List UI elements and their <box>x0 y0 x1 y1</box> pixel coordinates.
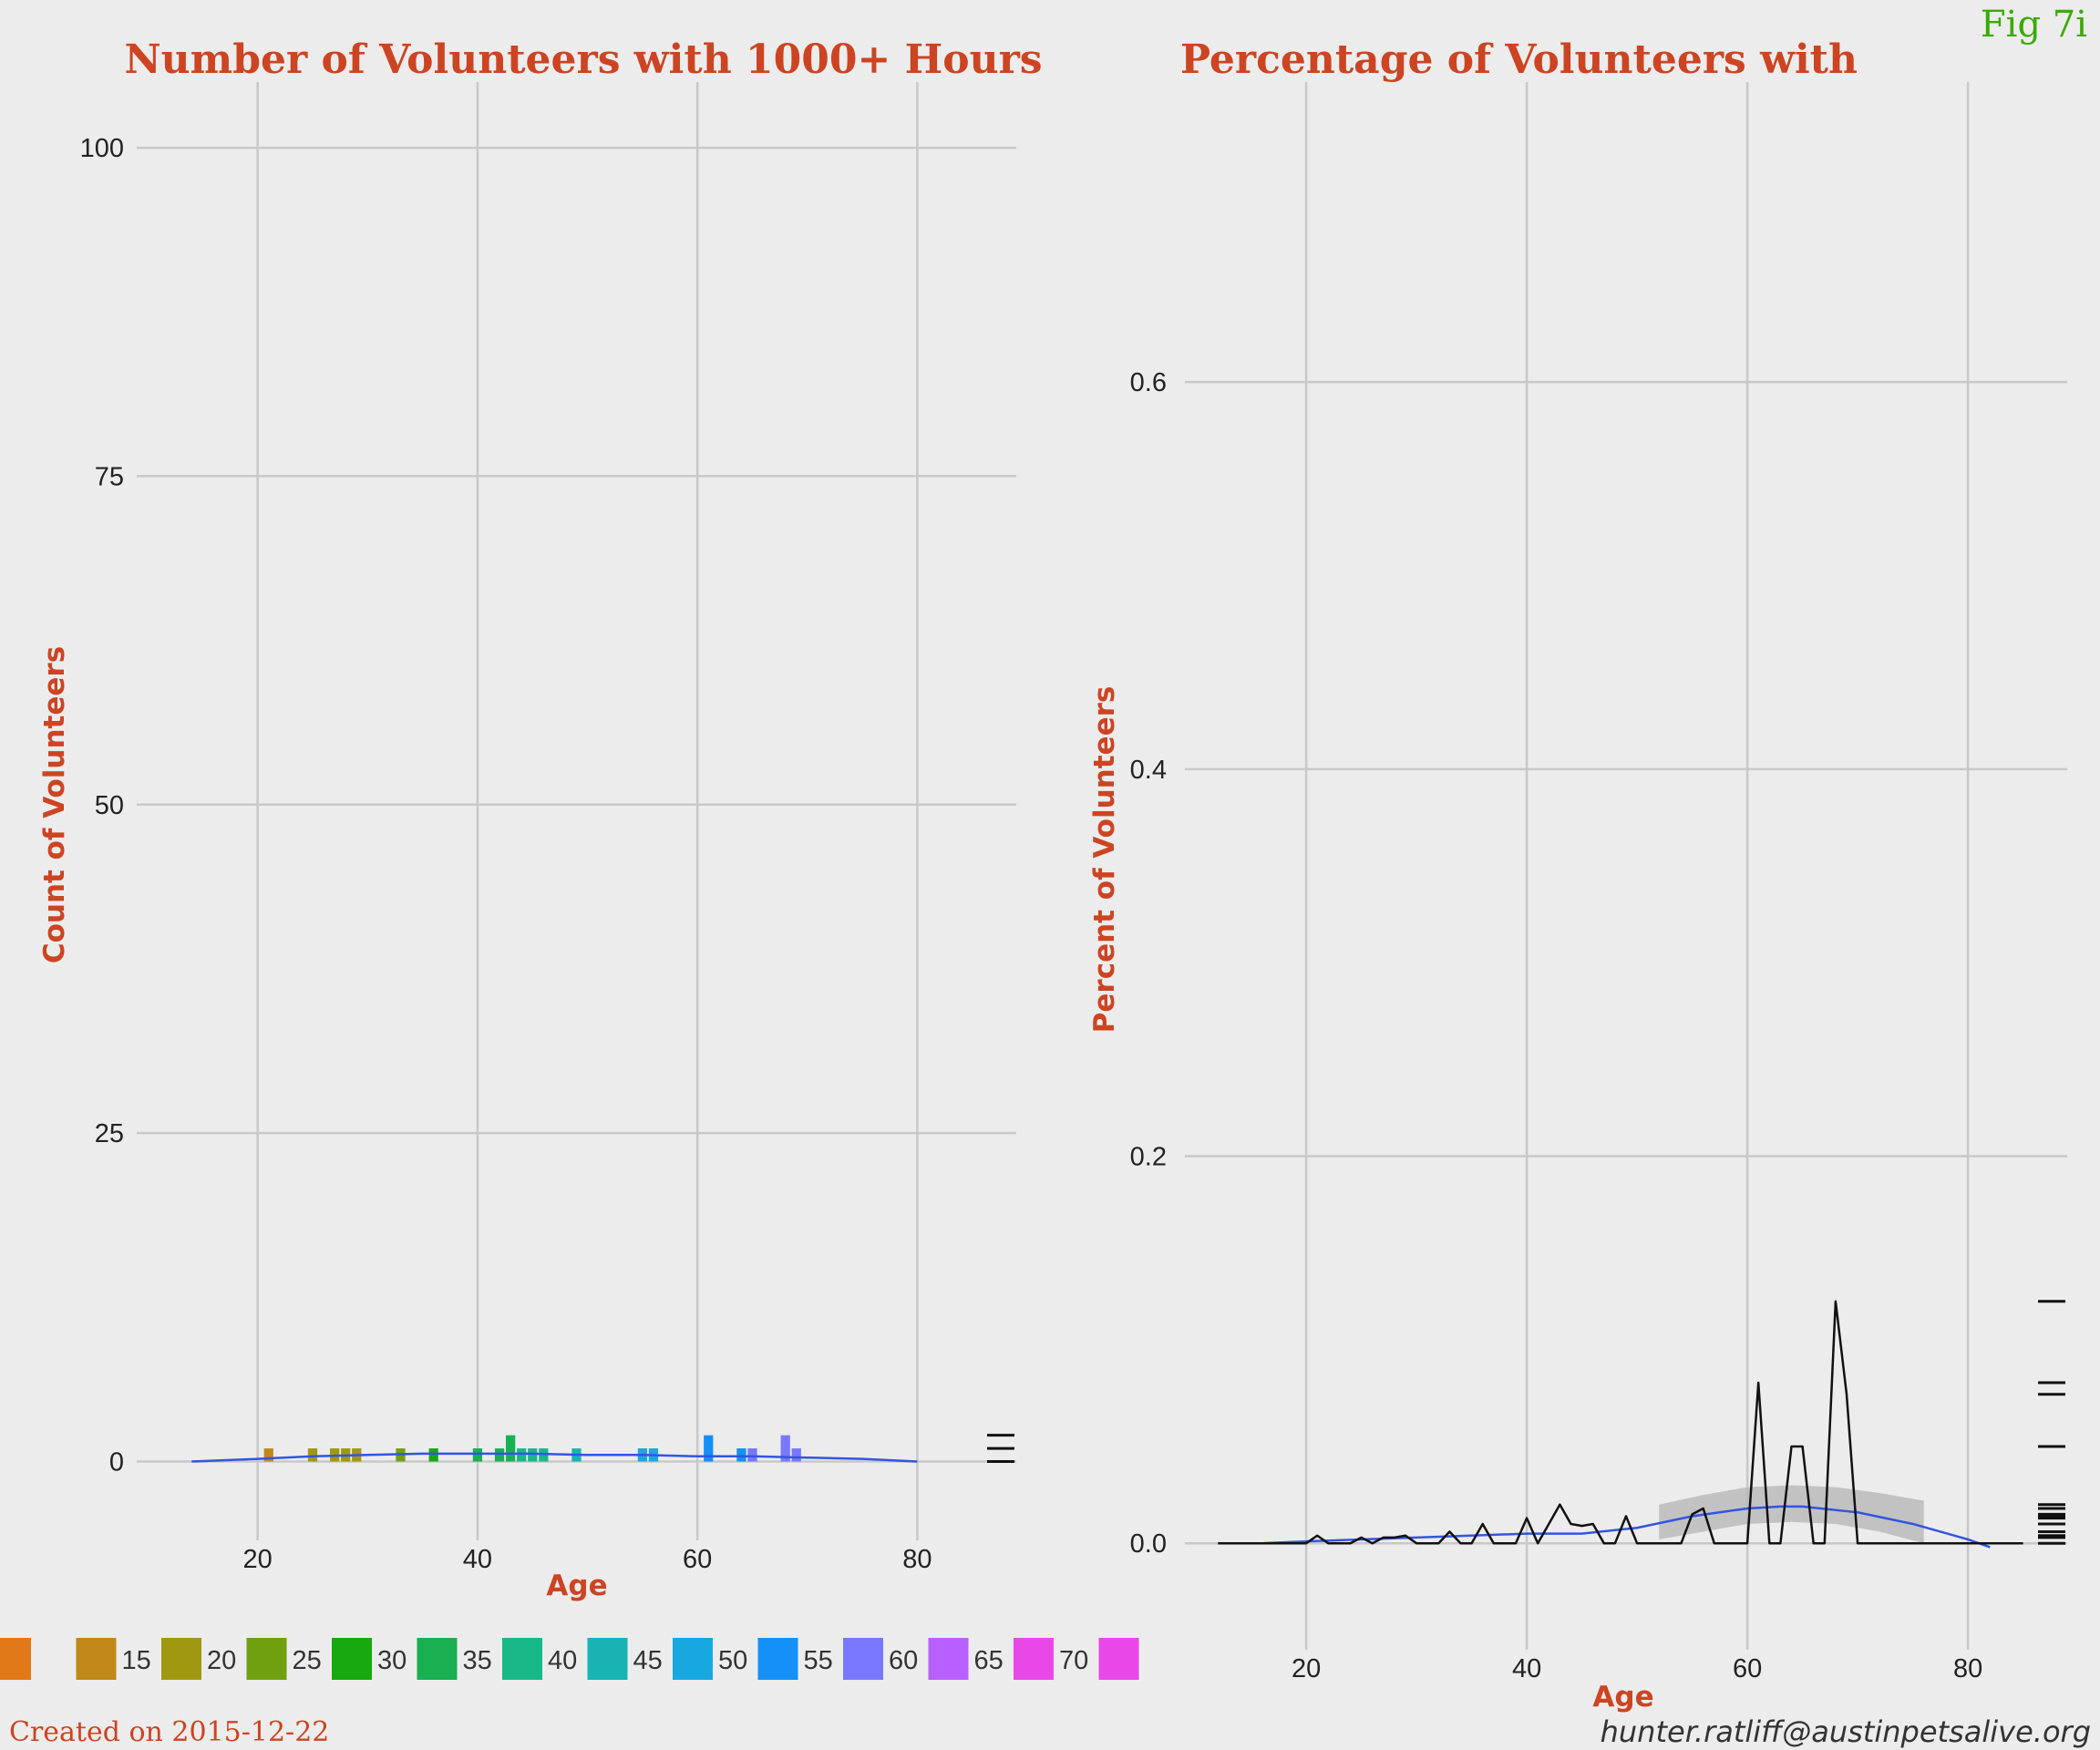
legend-label: 35 <box>463 1646 492 1675</box>
legend-label: 50 <box>718 1646 747 1675</box>
x-tick-label: 40 <box>1512 1654 1541 1683</box>
age-group-legend: 15 20 25 30 35 40 45 50 55 60 65 70 <box>0 1638 1139 1680</box>
legend-swatch <box>928 1638 969 1680</box>
legend-label: 15 <box>122 1646 151 1675</box>
percent-chart-x-axis-title: Age <box>1592 1681 1653 1714</box>
count-chart-smooth-line <box>191 1452 918 1463</box>
y-tick-label: 0.4 <box>1130 756 1167 785</box>
percent-chart-gridlines <box>1185 82 2067 1650</box>
count-chart-bars <box>263 1435 801 1462</box>
bar <box>307 1448 318 1462</box>
legend-label: 70 <box>1059 1646 1088 1675</box>
percent-chart: Percentage of Volunteers with 0.00.20.40… <box>1088 36 2067 1714</box>
legend-label: 65 <box>974 1646 1004 1675</box>
y-tick-label: 0.6 <box>1130 368 1167 397</box>
x-tick-label: 80 <box>902 1545 932 1574</box>
legend-label: 30 <box>377 1646 407 1675</box>
x-tick-label: 20 <box>1292 1654 1321 1683</box>
y-tick-label: 0.2 <box>1130 1143 1167 1172</box>
legend-label: 60 <box>889 1646 918 1675</box>
bar <box>747 1448 757 1462</box>
percent-chart-series-line <box>1218 1300 2023 1545</box>
percent-chart-confidence-band <box>1659 1485 1924 1544</box>
bar <box>517 1448 527 1462</box>
legend-swatch <box>1014 1638 1054 1680</box>
percent-chart-rug <box>2038 1300 2065 1545</box>
legend-swatch <box>673 1638 713 1680</box>
bar <box>494 1448 505 1462</box>
bar <box>704 1435 714 1462</box>
legend-swatch <box>757 1638 798 1680</box>
legend-swatch <box>843 1638 883 1680</box>
bar <box>528 1448 538 1462</box>
legend-swatch <box>76 1638 117 1680</box>
created-date: Created on 2015-12-22 <box>9 1716 329 1748</box>
bar <box>736 1448 746 1462</box>
x-tick-label: 60 <box>1733 1654 1762 1683</box>
x-tick-label: 80 <box>1953 1654 1982 1683</box>
count-chart-y-axis-title: Count of Volunteers <box>38 646 71 963</box>
percent-chart-y-tick-labels: 0.0 0.2 0.4 0.6 <box>1130 368 1167 1559</box>
y-tick-label: 0 <box>109 1448 124 1477</box>
x-tick-label: 20 <box>243 1545 273 1574</box>
legend-label: 45 <box>633 1646 663 1675</box>
percent-chart-x-tick-labels: 20 40 60 80 <box>1292 1654 1982 1683</box>
count-chart: Number of Volunteers with 1000+ Hours 0 2… <box>38 36 1043 1602</box>
y-tick-label: 25 <box>95 1119 124 1148</box>
legend-label: 20 <box>207 1646 236 1675</box>
legend-label: 40 <box>548 1646 577 1675</box>
bar <box>263 1448 273 1462</box>
count-chart-rug <box>987 1434 1014 1464</box>
count-chart-x-tick-labels: 20 40 60 80 <box>243 1545 932 1574</box>
series-line <box>1218 1300 2023 1545</box>
confidence-band <box>1659 1485 1924 1544</box>
bar <box>472 1448 483 1462</box>
y-tick-label: 0.0 <box>1130 1529 1167 1559</box>
legend-label: 25 <box>293 1646 322 1675</box>
legend-swatch <box>332 1638 372 1680</box>
y-tick-label: 50 <box>95 791 124 820</box>
legend-swatch <box>417 1638 458 1680</box>
bar <box>780 1435 790 1462</box>
legend-swatch <box>246 1638 287 1680</box>
percent-chart-title: Percentage of Volunteers with <box>1180 36 1858 83</box>
x-tick-label: 60 <box>683 1545 712 1574</box>
legend-swatch <box>161 1638 201 1680</box>
bar <box>428 1448 438 1462</box>
legend-label: 55 <box>804 1646 833 1675</box>
count-chart-title: Number of Volunteers with 1000+ Hours <box>124 36 1042 83</box>
smooth-line <box>191 1452 918 1463</box>
percent-chart-y-axis-title: Percent of Volunteers <box>1088 686 1121 1034</box>
y-tick-label: 75 <box>95 462 124 491</box>
legend-swatch <box>0 1638 31 1680</box>
figure-label: Fig 7i <box>1981 4 2087 46</box>
y-tick-label: 100 <box>80 134 124 163</box>
bar <box>505 1435 516 1462</box>
x-tick-label: 40 <box>463 1545 492 1574</box>
count-chart-y-tick-labels: 0 25 50 75 100 <box>80 134 124 1477</box>
bar <box>791 1448 801 1462</box>
legend-swatch <box>1098 1638 1139 1680</box>
count-chart-x-axis-title: Age <box>546 1570 607 1602</box>
legend-swatch <box>502 1638 542 1680</box>
legend-swatch <box>587 1638 628 1680</box>
author-email: hunter.ratliff@austinpetsalive.org <box>1601 1714 2091 1749</box>
count-chart-gridlines <box>137 82 1016 1540</box>
